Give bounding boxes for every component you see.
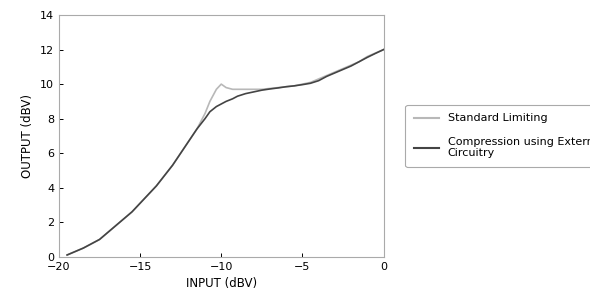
Y-axis label: OUTPUT (dBV): OUTPUT (dBV) xyxy=(21,94,34,178)
X-axis label: INPUT (dBV): INPUT (dBV) xyxy=(186,277,257,290)
Legend: Standard Limiting, Compression using External
Circuitry: Standard Limiting, Compression using Ext… xyxy=(405,104,590,167)
